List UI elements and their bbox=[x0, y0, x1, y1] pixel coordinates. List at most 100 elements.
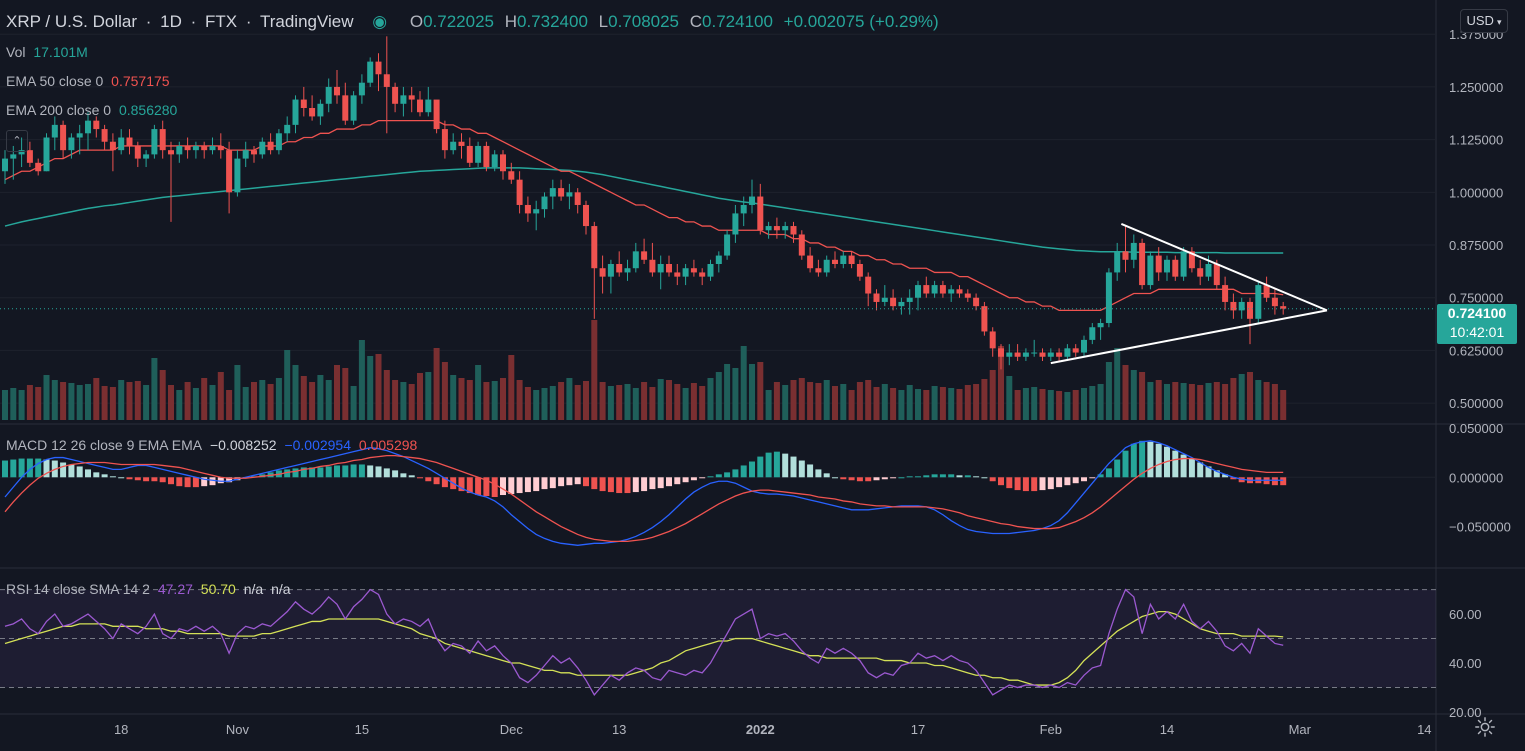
volume-bar bbox=[1205, 383, 1212, 420]
macd-histogram-bar bbox=[1014, 477, 1021, 491]
volume-bar bbox=[607, 386, 614, 420]
time-axis-label: 18 bbox=[114, 722, 128, 737]
candle-body bbox=[632, 251, 639, 269]
settings-gear-icon[interactable] bbox=[1474, 716, 1496, 738]
volume-bar bbox=[1097, 384, 1104, 420]
volume-bar bbox=[765, 390, 772, 420]
macd-histogram-bar bbox=[699, 477, 706, 479]
interval[interactable]: 1D bbox=[160, 12, 182, 31]
macd-histogram-bar bbox=[1130, 443, 1137, 478]
time-axis-label: 13 bbox=[612, 722, 626, 737]
candle-body bbox=[1122, 251, 1129, 260]
exchange: FTX bbox=[205, 12, 238, 31]
candle-body bbox=[2, 158, 8, 172]
change-value: +0.002075 (+0.29%) bbox=[783, 12, 939, 31]
volume-bar bbox=[724, 364, 731, 420]
time-axis-label: 15 bbox=[355, 722, 369, 737]
macd-histogram-bar bbox=[923, 475, 930, 478]
macd-histogram-bar bbox=[400, 473, 407, 478]
volume-bar bbox=[549, 386, 556, 420]
macd-tick-label: 0.000000 bbox=[1449, 470, 1503, 485]
candle-body bbox=[566, 192, 573, 197]
macd-histogram-bar bbox=[292, 468, 299, 478]
macd-histogram-bar bbox=[508, 477, 515, 495]
volume-bar bbox=[1197, 385, 1204, 420]
volume-bar bbox=[334, 365, 340, 420]
volume-bar bbox=[284, 350, 291, 420]
candle-body bbox=[1105, 272, 1112, 324]
high-value: 0.732400 bbox=[517, 12, 588, 31]
candle-body bbox=[599, 268, 606, 277]
volume-bar bbox=[798, 378, 805, 420]
volume-bar bbox=[251, 382, 257, 420]
candle-body bbox=[516, 179, 523, 205]
rsi-legend[interactable]: RSI 14 close SMA 14 2 47.27 50.70 n/a n/… bbox=[6, 581, 295, 597]
price-tick-label: 0.500000 bbox=[1449, 396, 1503, 411]
volume-legend[interactable]: Vol 17.101M bbox=[6, 44, 92, 60]
candle-body bbox=[674, 272, 681, 277]
currency-select[interactable]: USD ▾ bbox=[1460, 9, 1508, 33]
macd-histogram-bar bbox=[749, 461, 755, 478]
macd-histogram-bar bbox=[1205, 466, 1212, 478]
volume-bar bbox=[143, 385, 150, 420]
volume-bar bbox=[466, 380, 473, 420]
volume-bar bbox=[350, 386, 357, 420]
volume-bar bbox=[699, 386, 706, 420]
macd-histogram-bar bbox=[989, 477, 996, 482]
volume-bar bbox=[76, 385, 83, 420]
candle-body bbox=[574, 192, 581, 205]
macd-histogram-bar bbox=[68, 464, 75, 478]
volume-bar bbox=[375, 354, 382, 420]
macd-histogram-bar bbox=[798, 460, 805, 478]
macd-histogram-bar bbox=[441, 477, 448, 488]
macd-histogram-bar bbox=[516, 477, 523, 494]
volume-bar bbox=[226, 390, 233, 420]
candle-body bbox=[782, 226, 789, 231]
macd-histogram-bar bbox=[1081, 477, 1087, 482]
candle-body bbox=[732, 213, 739, 235]
candle-body bbox=[840, 255, 847, 264]
volume-bar bbox=[1105, 362, 1112, 420]
candle-body bbox=[1130, 242, 1137, 260]
macd-histogram-bar bbox=[209, 477, 216, 486]
volume-bar bbox=[475, 365, 482, 420]
symbol-legend[interactable]: XRP / U.S. Dollar · 1D · FTX · TradingVi… bbox=[6, 12, 945, 32]
macd-histogram-bar bbox=[392, 470, 399, 478]
low-value: 0.708025 bbox=[608, 12, 680, 31]
symbol-name[interactable]: XRP / U.S. Dollar bbox=[6, 12, 138, 31]
candle-body bbox=[109, 141, 116, 151]
ema50-legend[interactable]: EMA 50 close 0 0.757175 bbox=[6, 73, 174, 89]
volume-bar bbox=[425, 372, 432, 420]
macd-histogram-bar bbox=[358, 464, 365, 478]
rsi-tick-label: 60.00 bbox=[1449, 607, 1482, 622]
candle-body bbox=[549, 188, 556, 197]
candle-body bbox=[251, 150, 257, 155]
macd-histogram-bar bbox=[458, 477, 465, 492]
macd-legend[interactable]: MACD 12 26 close 9 EMA EMA −0.008252 −0.… bbox=[6, 437, 421, 453]
volume-bar bbox=[234, 365, 241, 420]
last-price: 0.724100 bbox=[1447, 305, 1507, 321]
volume-bar bbox=[10, 388, 17, 420]
candle-body bbox=[832, 259, 838, 264]
macd-histogram-bar bbox=[1039, 477, 1046, 491]
volume-bar bbox=[632, 388, 639, 420]
volume-bar bbox=[93, 378, 100, 420]
macd-histogram-bar bbox=[1031, 477, 1038, 492]
macd-histogram-bar bbox=[948, 474, 955, 478]
volume-bar bbox=[516, 380, 523, 420]
open-value: 0.722025 bbox=[423, 12, 494, 31]
macd-histogram-bar bbox=[541, 477, 548, 490]
volume-bar bbox=[541, 388, 548, 420]
candle-body bbox=[176, 145, 183, 155]
candle-body bbox=[624, 268, 631, 273]
volume-bar bbox=[43, 375, 50, 420]
volume-bar bbox=[898, 390, 905, 420]
macd-histogram-bar bbox=[201, 477, 208, 487]
macd-histogram-bar bbox=[1089, 477, 1096, 479]
collapse-legend-button[interactable]: ⌃ bbox=[6, 130, 28, 152]
candle-body bbox=[508, 171, 515, 180]
ema200-legend[interactable]: EMA 200 close 0 0.856280 bbox=[6, 102, 181, 118]
volume-bar bbox=[740, 346, 747, 420]
candle-body bbox=[798, 234, 805, 256]
